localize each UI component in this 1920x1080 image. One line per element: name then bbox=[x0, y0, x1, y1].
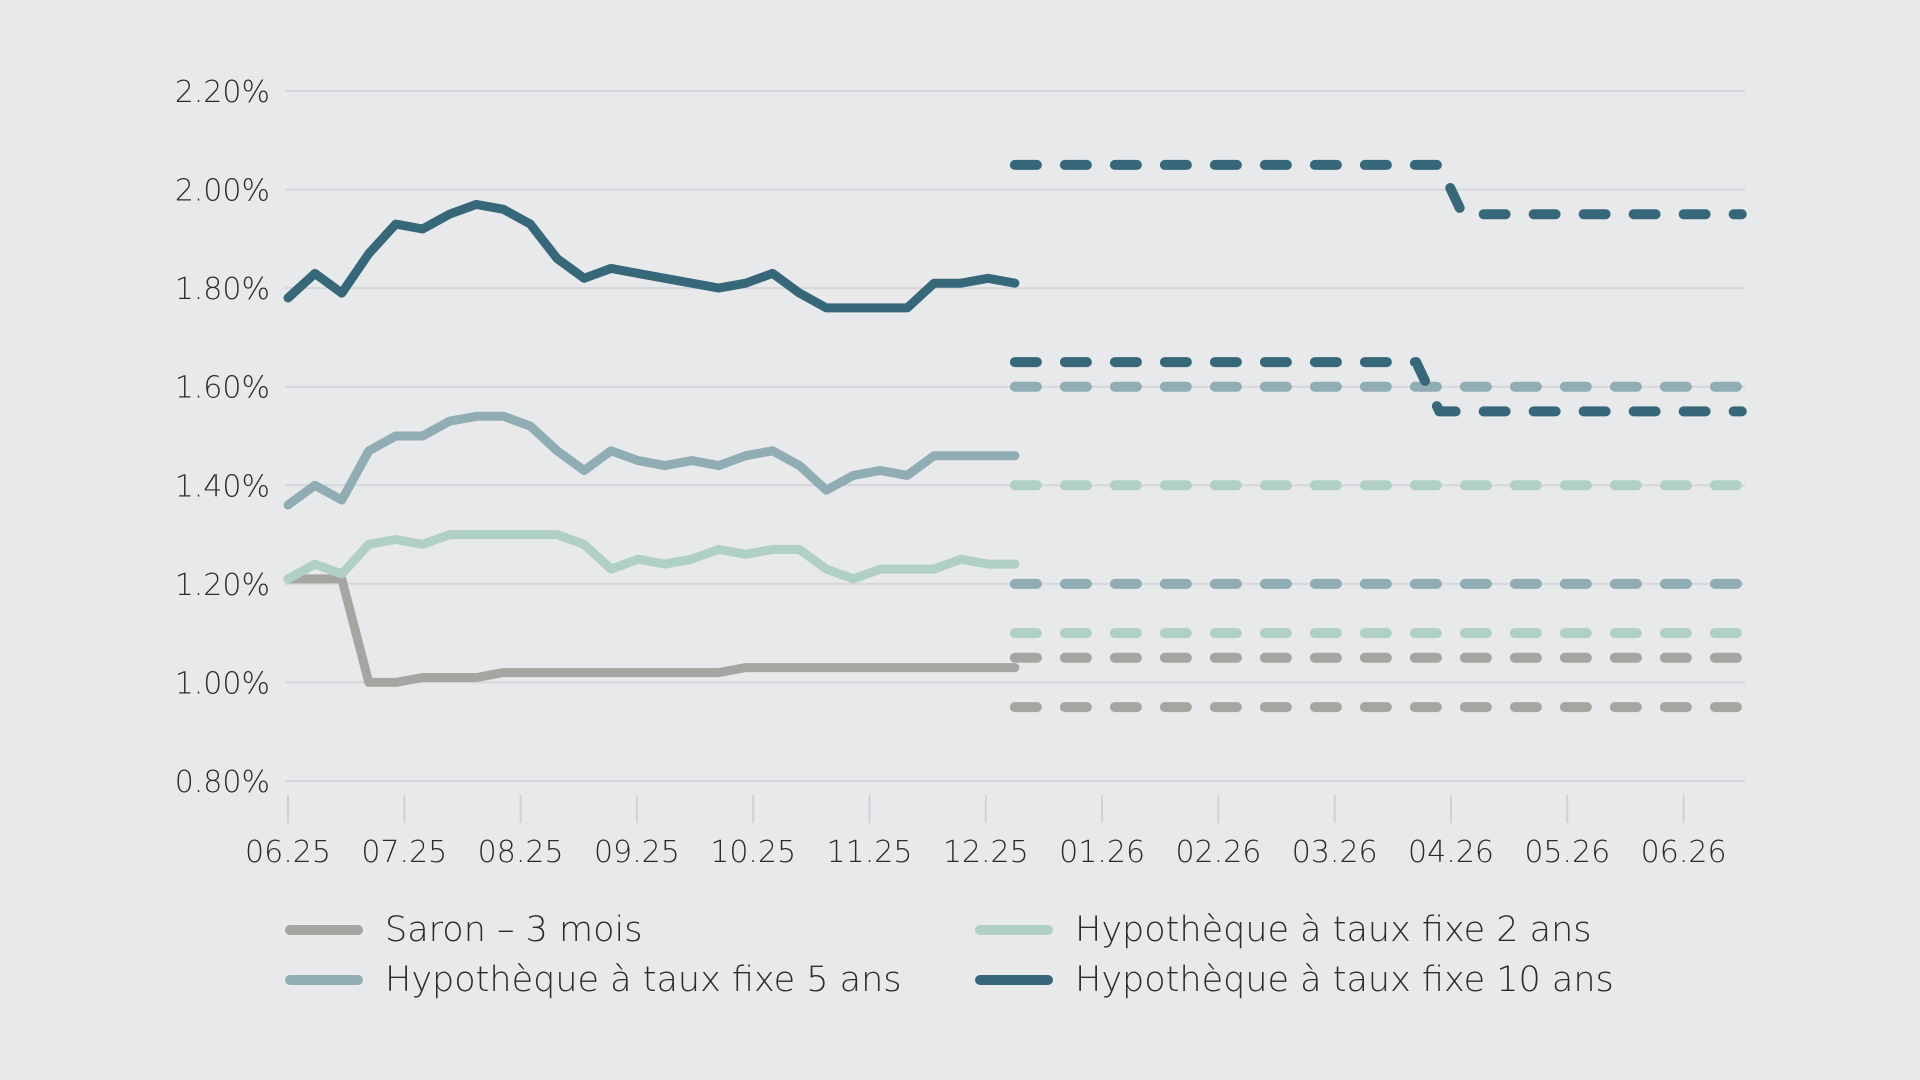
legend-item-saron: Saron – 3 mois bbox=[285, 910, 975, 950]
series-line-fixed2 bbox=[283, 530, 1020, 584]
y-tick-label: 1.60% bbox=[175, 371, 270, 406]
x-tick-label: 04.26 bbox=[1408, 835, 1494, 870]
forecast-line-fixed10-lower bbox=[1009, 357, 1747, 417]
legend-swatch-fixed-10y-icon bbox=[975, 975, 1053, 985]
x-tick-label: 01.26 bbox=[1059, 835, 1145, 870]
legend-item-fixed-10y: Hypothèque à taux fixe 10 ans bbox=[975, 960, 1635, 1000]
x-tick-label: 09.25 bbox=[594, 835, 680, 870]
x-tick-label: 08.25 bbox=[478, 835, 564, 870]
forecast-bands bbox=[1009, 159, 1747, 713]
x-axis: 06.25 07.25 08.25 09.25 10.25 11.25 12.25 01.26… bbox=[245, 795, 1727, 870]
y-tick-label: 1.80% bbox=[175, 272, 270, 307]
x-tick-label: 06.26 bbox=[1641, 835, 1727, 870]
x-tick-label: 10.25 bbox=[710, 835, 796, 870]
gridlines bbox=[285, 90, 1745, 782]
x-tick-label: 12.25 bbox=[943, 835, 1029, 870]
legend-swatch-saron-icon bbox=[285, 925, 363, 935]
legend-swatch-fixed-2y-icon bbox=[975, 925, 1053, 935]
legend-label: Hypothèque à taux fixe 10 ans bbox=[1075, 960, 1614, 1000]
x-tick-label: 03.26 bbox=[1292, 835, 1378, 870]
legend-label: Hypothèque à taux fixe 5 ans bbox=[385, 960, 902, 1000]
x-tick-label: 05.26 bbox=[1524, 835, 1610, 870]
y-tick-label: 1.00% bbox=[175, 666, 270, 701]
forecast-line-fixed10-upper bbox=[1009, 159, 1747, 220]
series-line-fixed10 bbox=[283, 199, 1020, 313]
y-tick-label: 1.20% bbox=[175, 568, 270, 603]
x-tick-label: 11.25 bbox=[827, 835, 913, 870]
series-line-fixed5 bbox=[283, 411, 1020, 510]
y-tick-label: 1.40% bbox=[175, 469, 270, 504]
y-tick-label: 2.00% bbox=[175, 174, 270, 209]
y-tick-label: 2.20% bbox=[175, 75, 270, 110]
y-tick-label: 0.80% bbox=[175, 765, 270, 800]
y-axis: 0.80% 1.00% 1.20% 1.40% 1.60% 1.80% 2.00% 2.20% bbox=[175, 75, 270, 800]
legend-item-fixed-5y: Hypothèque à taux fixe 5 ans bbox=[285, 960, 975, 1000]
x-tick-label: 02.26 bbox=[1175, 835, 1261, 870]
historical-series bbox=[283, 199, 1020, 687]
legend-label: Saron – 3 mois bbox=[385, 910, 643, 950]
legend: Saron – 3 mois Hypothèque à taux fixe 2 … bbox=[285, 910, 1635, 1000]
series-line-saron bbox=[283, 574, 1020, 687]
x-tick-label: 06.25 bbox=[245, 835, 331, 870]
legend-swatch-fixed-5y-icon bbox=[285, 975, 363, 985]
x-tick-label: 07.25 bbox=[361, 835, 447, 870]
legend-label: Hypothèque à taux fixe 2 ans bbox=[1075, 910, 1592, 950]
legend-item-fixed-2y: Hypothèque à taux fixe 2 ans bbox=[975, 910, 1635, 950]
